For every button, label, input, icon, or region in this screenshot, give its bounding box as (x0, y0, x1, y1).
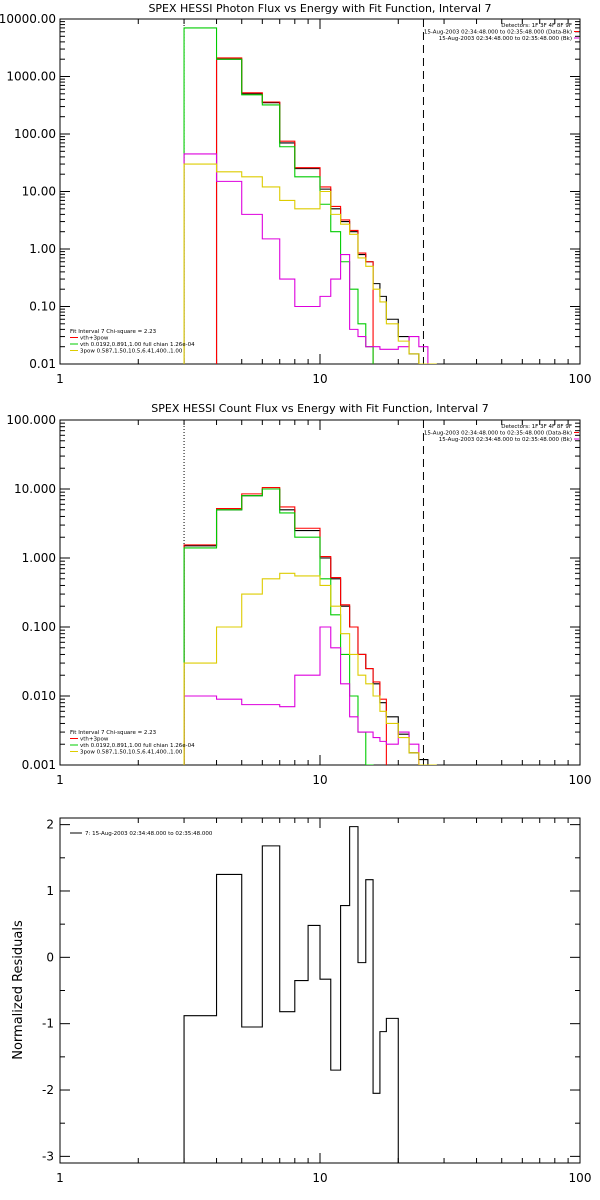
x-tick-label: 100 (569, 372, 592, 386)
residuals-panel: Normalized Residuals 1 10 100 -3 -2 -1 0 1 2 7: … (11, 817, 591, 1185)
series-line-0 (183, 488, 429, 765)
y-tick-label: 0 (46, 950, 54, 964)
y-tick-label: 1.00 (29, 242, 56, 256)
series-line-1 (183, 486, 387, 765)
legend-entry: Fit Interval 7 Chi-square = 2.23 (70, 730, 157, 736)
y-tick-label: 0.001 (22, 758, 56, 772)
legend-entry: vth 0.0192,0.891,1.00 full chian 1.26e-0… (80, 342, 195, 348)
series-line-4 (183, 572, 437, 765)
y-tick-label: 1000.00 (6, 70, 56, 84)
x-tick-label: 10 (312, 773, 327, 787)
residuals-ylabel: Normalized Residuals (11, 920, 26, 1060)
photon-flux-title: SPEX HESSI Photon Flux vs Energy with Fi… (148, 2, 491, 15)
y-tick-label: 0.010 (22, 689, 56, 703)
y-tick-label: -2 (42, 1083, 54, 1097)
y-tick-label: 100.00 (14, 127, 56, 141)
residuals-legend: 7: 15-Aug-2003 02:34:48.000 to 02:35:48.… (70, 831, 213, 837)
y-tick-label: 0.10 (29, 300, 56, 314)
residuals-plot-frame (59, 817, 581, 1164)
x-tick-label: 10 (312, 1171, 327, 1185)
series-line-0 (183, 826, 399, 1163)
y-tick-label: 100.000 (6, 413, 56, 427)
legend-entry: vth 0.0192,0.891,1.00 full chian 1.26e-0… (80, 743, 195, 749)
count-flux-plot-frame (59, 419, 581, 766)
y-tick-label: 10.000 (14, 482, 56, 496)
series-line-3 (183, 626, 420, 765)
header-line: 15-Aug-2003 02:34:48.000 to 02:35:48.000… (424, 431, 572, 437)
count-flux-legend: Fit Interval 7 Chi-square = 2.23vth+3pow… (70, 730, 195, 756)
y-tick-label: 2 (46, 818, 54, 832)
photon-flux-series (183, 27, 437, 364)
legend-entry: vth+3pow (80, 336, 109, 342)
count-flux-axes: 1 10 100 0.001 0.010 0.100 1.000 10.000 100.000 (6, 413, 591, 787)
legend-entry: Fit Interval 7 Chi-square = 2.23 (70, 329, 157, 335)
legend-entry: 3pow 0.587,1.50,10.5,6.41,400.,1.00 (80, 349, 183, 355)
series-line-2 (183, 488, 374, 765)
header-line: 15-Aug-2003 02:34:48.000 to 02:35:48.000… (439, 437, 572, 443)
count-flux-title: SPEX HESSI Count Flux vs Energy with Fit… (151, 402, 488, 415)
header-line: 15-Aug-2003 02:34:48.000 to 02:35:48.000… (439, 36, 572, 42)
x-tick-label: 10 (312, 372, 327, 386)
x-tick-label: 1 (56, 372, 64, 386)
y-tick-label: 10.00 (22, 185, 56, 199)
y-tick-label: 1 (46, 884, 54, 898)
x-tick-label: 1 (56, 1171, 64, 1185)
legend-entry: 7: 15-Aug-2003 02:34:48.000 to 02:35:48.… (85, 831, 213, 837)
y-tick-label: -3 (42, 1149, 54, 1163)
y-tick-label: 1.000 (22, 551, 56, 565)
residuals-axes: 1 10 100 -3 -2 -1 0 1 2 (42, 818, 591, 1185)
header-line: Detectors: 1F 3F 4F 8F 9F (501, 23, 572, 29)
series-line-0 (215, 58, 429, 364)
series-line-4 (183, 163, 437, 364)
count-flux-panel: SPEX HESSI Count Flux vs Energy with Fit… (6, 402, 591, 787)
y-tick-label: -1 (42, 1017, 54, 1031)
series-line-2 (183, 27, 374, 364)
header-line: Detectors: 1F 3F 4F 8F 9F (501, 424, 572, 430)
x-tick-label: 1 (56, 773, 64, 787)
y-tick-label: 10000.00 (0, 12, 56, 26)
residuals-series (183, 826, 399, 1163)
count-flux-series (183, 486, 437, 765)
y-tick-label: 0.100 (22, 620, 56, 634)
header-line: 15-Aug-2003 02:34:48.000 to 02:35:48.000… (424, 30, 572, 36)
series-line-3 (183, 153, 429, 364)
legend-entry: 3pow 0.587,1.50,10.5,6.41,400.,1.00 (80, 750, 183, 756)
legend-entry: vth+3pow (80, 737, 109, 743)
photon-flux-legend: Fit Interval 7 Chi-square = 2.23vth+3pow… (70, 329, 195, 355)
photon-flux-panel: SPEX HESSI Photon Flux vs Energy with Fi… (0, 2, 591, 386)
x-tick-label: 100 (569, 1171, 592, 1185)
x-tick-label: 100 (569, 773, 592, 787)
y-tick-label: 0.01 (29, 357, 56, 371)
